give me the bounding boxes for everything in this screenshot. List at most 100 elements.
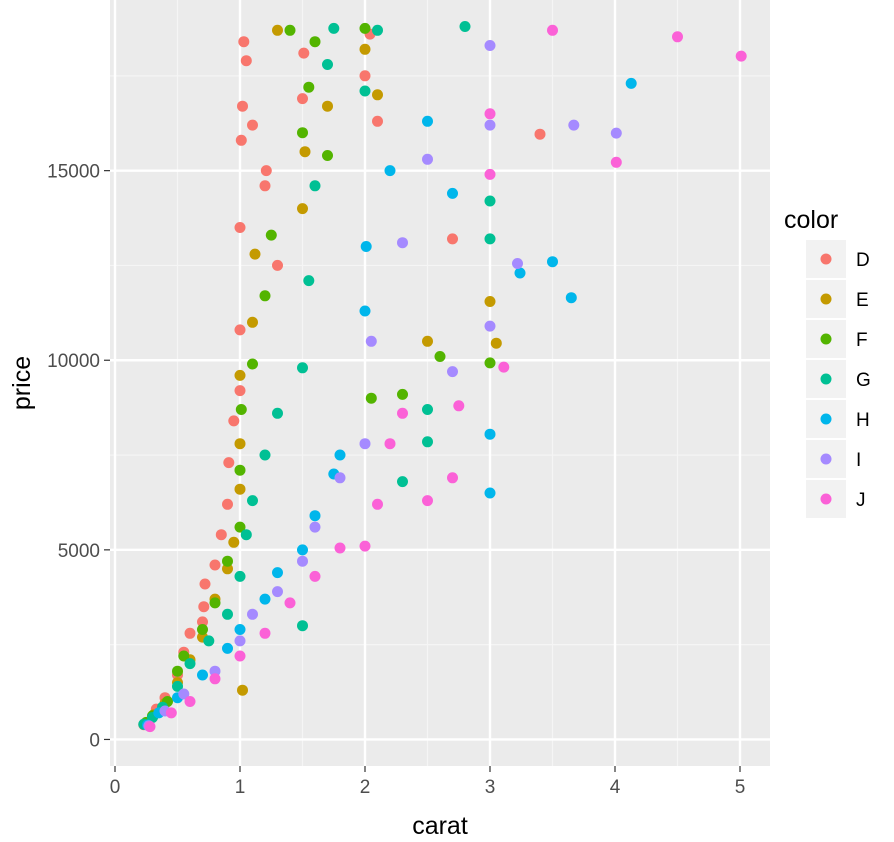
data-point (222, 608, 233, 620)
data-point (209, 559, 221, 571)
y-tick-label: 15000 (47, 162, 100, 183)
data-point (322, 59, 333, 70)
data-point (422, 436, 433, 448)
data-point (322, 100, 333, 112)
data-point (514, 267, 526, 279)
data-point (309, 521, 321, 533)
data-point (447, 187, 458, 199)
data-point (334, 542, 346, 554)
data-point (568, 119, 580, 131)
data-point (484, 168, 496, 180)
data-point (234, 324, 246, 336)
data-point (240, 529, 252, 541)
legend-label-E: E (856, 290, 869, 311)
data-point (372, 89, 383, 101)
legend-swatch-D (820, 253, 832, 265)
data-point (365, 335, 377, 347)
data-point (259, 593, 271, 605)
data-point (234, 438, 246, 450)
data-point (359, 22, 371, 34)
legend-title: color (784, 206, 838, 234)
data-point (610, 127, 622, 139)
data-point (484, 428, 496, 440)
data-point (484, 108, 496, 120)
data-point (447, 233, 458, 245)
data-point (309, 36, 321, 48)
data-point (198, 601, 210, 613)
data-point (434, 351, 446, 362)
data-point (247, 316, 258, 328)
data-point (234, 635, 246, 647)
data-point (234, 222, 246, 233)
data-point (447, 472, 458, 484)
data-point (197, 624, 208, 635)
data-point (234, 570, 246, 582)
data-point (422, 335, 433, 347)
data-point (144, 721, 156, 733)
data-point (228, 536, 240, 548)
data-point (247, 358, 258, 370)
data-point (547, 256, 558, 268)
data-point (203, 635, 215, 647)
data-point (397, 388, 408, 400)
data-point (534, 128, 546, 140)
data-point (359, 70, 371, 82)
data-point (735, 50, 747, 62)
data-point (237, 100, 248, 112)
series-J (144, 24, 747, 733)
data-point (237, 684, 248, 696)
x-tick-label: 4 (610, 777, 621, 798)
y-tick-label: 10000 (47, 351, 100, 372)
data-point (484, 357, 496, 369)
data-point (303, 81, 315, 93)
data-point (309, 180, 321, 192)
axes: 0 1 2 3 4 5 0 5000 10000 15000 (47, 162, 745, 798)
data-point (459, 21, 471, 32)
series-D (138, 28, 546, 731)
data-point (209, 665, 221, 677)
data-point (359, 438, 371, 450)
data-point (484, 320, 496, 332)
x-tick-label: 5 (735, 777, 746, 798)
x-tick-label: 1 (235, 777, 246, 798)
data-point (272, 24, 283, 36)
data-point (565, 292, 577, 304)
x-tick-label: 0 (110, 777, 121, 798)
legend-label-H: H (856, 410, 870, 431)
data-point (422, 404, 433, 415)
legend-swatch-H (820, 413, 832, 425)
data-point (303, 275, 315, 287)
data-point (365, 392, 377, 404)
data-point (397, 237, 408, 249)
data-point (235, 404, 247, 415)
data-point (625, 77, 637, 89)
y-tick-label: 0 (89, 730, 100, 751)
data-point (359, 305, 371, 317)
series-F (140, 22, 496, 728)
data-point (297, 544, 308, 556)
legend-label-G: G (856, 370, 871, 391)
data-point (284, 597, 296, 609)
data-point (247, 495, 258, 507)
data-point (422, 495, 433, 507)
series-I (143, 40, 622, 732)
data-point (359, 540, 371, 552)
plot-panel (110, 0, 770, 766)
data-point (490, 337, 502, 349)
data-points (138, 21, 747, 733)
data-point (610, 156, 622, 168)
data-point (272, 259, 283, 271)
data-point (209, 597, 221, 609)
data-point (334, 472, 346, 484)
data-point (234, 521, 246, 533)
legend-label-J: J (856, 490, 866, 511)
data-point (165, 707, 177, 719)
data-point (359, 43, 371, 55)
data-point (547, 24, 558, 36)
data-point (447, 366, 458, 378)
data-point (498, 361, 510, 373)
data-point (298, 47, 310, 59)
